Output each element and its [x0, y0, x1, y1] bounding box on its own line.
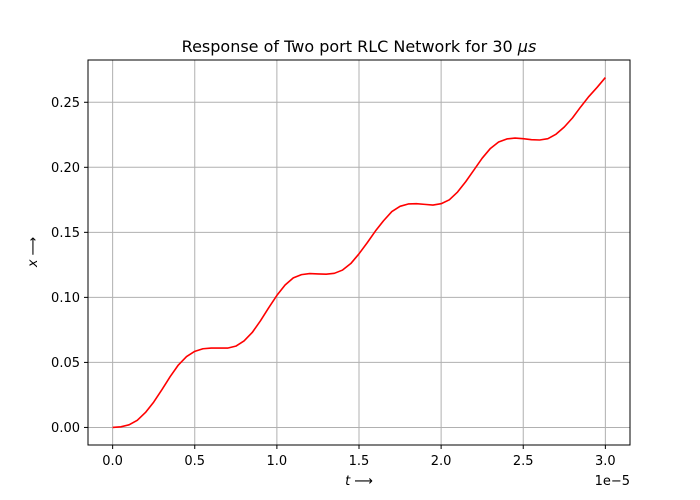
- y-tick-label: 0.00: [51, 421, 80, 436]
- x-tick-label: 2.5: [513, 454, 534, 469]
- x-tick-label: 0.5: [184, 454, 205, 469]
- x-tick-label: 0.0: [102, 454, 123, 469]
- y-tick-label: 0.20: [51, 161, 80, 176]
- x-tick-label: 2.0: [431, 454, 452, 469]
- series-line: [112, 77, 606, 429]
- ticks: 0.0 0.5 1.0 1.5 2.0 2.5 3.0 0.00 0.05 0.10 0.15 0.2…: [51, 96, 616, 469]
- y-tick-label: 0.25: [51, 96, 80, 111]
- x-tick-label: 3.0: [595, 454, 616, 469]
- x-tick-label: 1.0: [267, 454, 288, 469]
- y-tick-label: 0.05: [51, 356, 80, 371]
- chart-title: Response of Two port RLC Network for 30 …: [182, 37, 537, 56]
- y-axis-label: x⟶: [26, 237, 41, 268]
- grid-lines: [88, 60, 630, 445]
- x-axis-offset-label: 1e−5: [595, 474, 630, 489]
- x-axis-label: t ⟶: [345, 474, 373, 489]
- x-tick-label: 1.5: [349, 454, 370, 469]
- series-layer: [112, 77, 606, 429]
- y-tick-label: 0.10: [51, 291, 80, 306]
- y-tick-label: 0.15: [51, 226, 80, 241]
